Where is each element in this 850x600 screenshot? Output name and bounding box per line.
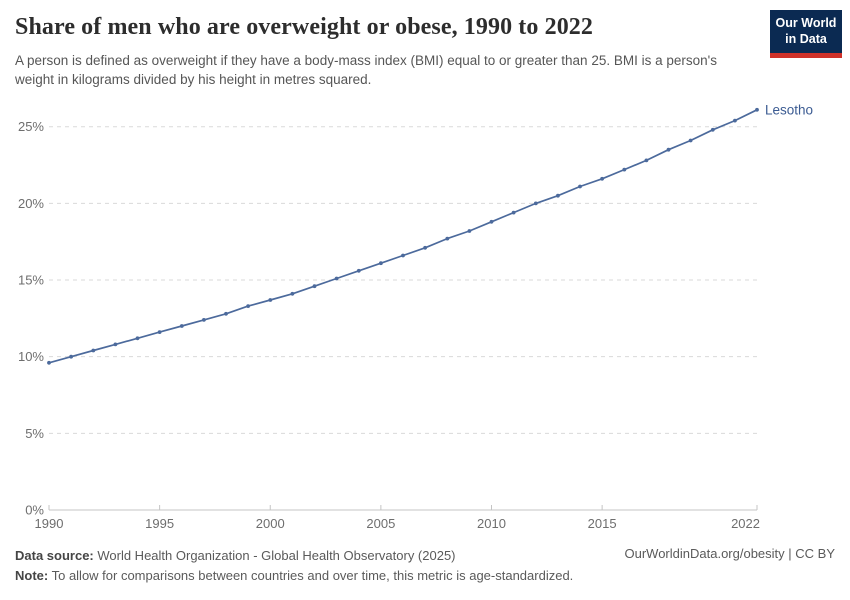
data-point[interactable] [556,193,560,198]
data-point[interactable] [733,118,737,123]
data-point[interactable] [666,147,671,152]
chart-subtitle: A person is defined as overweight if the… [15,53,717,87]
y-tick-label: 0% [25,503,44,518]
owid-logo[interactable]: Our World in Data [770,10,842,59]
chart-footer: Data source: World Health Organization -… [15,546,835,586]
owid-logo-line1: Our World [775,16,837,30]
data-source-text: World Health Organization - Global Healt… [93,548,456,563]
data-point[interactable] [91,348,96,353]
data-point[interactable] [622,167,627,172]
page-title: Share of men who are overweight or obese… [15,14,594,40]
data-point[interactable] [202,318,206,322]
data-point[interactable] [688,138,693,143]
data-point[interactable] [445,236,450,241]
data-point[interactable] [334,276,339,281]
y-tick-label: 10% [18,349,44,364]
data-point[interactable] [312,284,317,289]
owid-license-link[interactable]: OurWorldinData.org/obesity | CC BY [624,546,836,561]
y-tick-label: 5% [25,426,44,441]
data-point[interactable] [157,330,162,334]
data-point[interactable] [644,158,649,163]
x-tick-label: 1990 [35,516,64,531]
data-point[interactable] [489,219,494,224]
data-point[interactable] [268,298,273,302]
data-source-line: Data source: World Health Organization -… [15,546,835,566]
data-point[interactable] [290,291,295,296]
data-point[interactable] [467,229,472,233]
y-tick-label: 20% [18,196,44,211]
data-point[interactable] [600,176,604,181]
data-point[interactable] [379,261,383,266]
data-point[interactable] [47,360,51,365]
data-point[interactable] [69,354,73,359]
series-label-lesotho[interactable]: Lesotho [765,102,813,117]
data-point[interactable] [533,201,538,206]
data-point[interactable] [246,304,251,308]
x-tick-label: 2010 [477,516,506,531]
data-point[interactable] [113,342,118,347]
x-tick-label: 2005 [366,516,395,531]
data-point[interactable] [710,127,715,132]
x-tick-label: 1995 [145,516,174,531]
data-point[interactable] [179,324,184,328]
note-text: To allow for comparisons between countri… [48,568,574,584]
data-point[interactable] [423,245,427,250]
note-line: Note: To allow for comparisons between c… [15,566,835,586]
owid-logo-line2: in Data [785,31,827,46]
data-point[interactable] [135,336,140,341]
data-point[interactable] [511,210,516,215]
data-point[interactable] [578,184,582,189]
data-point[interactable] [224,311,228,316]
x-tick-label: 2022 [731,516,760,531]
data-point[interactable] [755,107,759,112]
data-point[interactable] [401,253,405,258]
x-tick-label: 2015 [588,516,617,531]
y-tick-label: 15% [18,273,44,288]
note-label: Note: [15,568,49,584]
data-source-label: Data source: [15,548,94,563]
data-point[interactable] [356,268,361,273]
trend-line[interactable] [48,109,758,364]
line-chart-canvas: 0% 5% 10% 15% 20% 25% 1990 1995 2000 2005 2010 2015… [18,102,813,531]
x-tick-label: 2000 [256,516,285,531]
y-tick-label: 25% [18,119,44,134]
